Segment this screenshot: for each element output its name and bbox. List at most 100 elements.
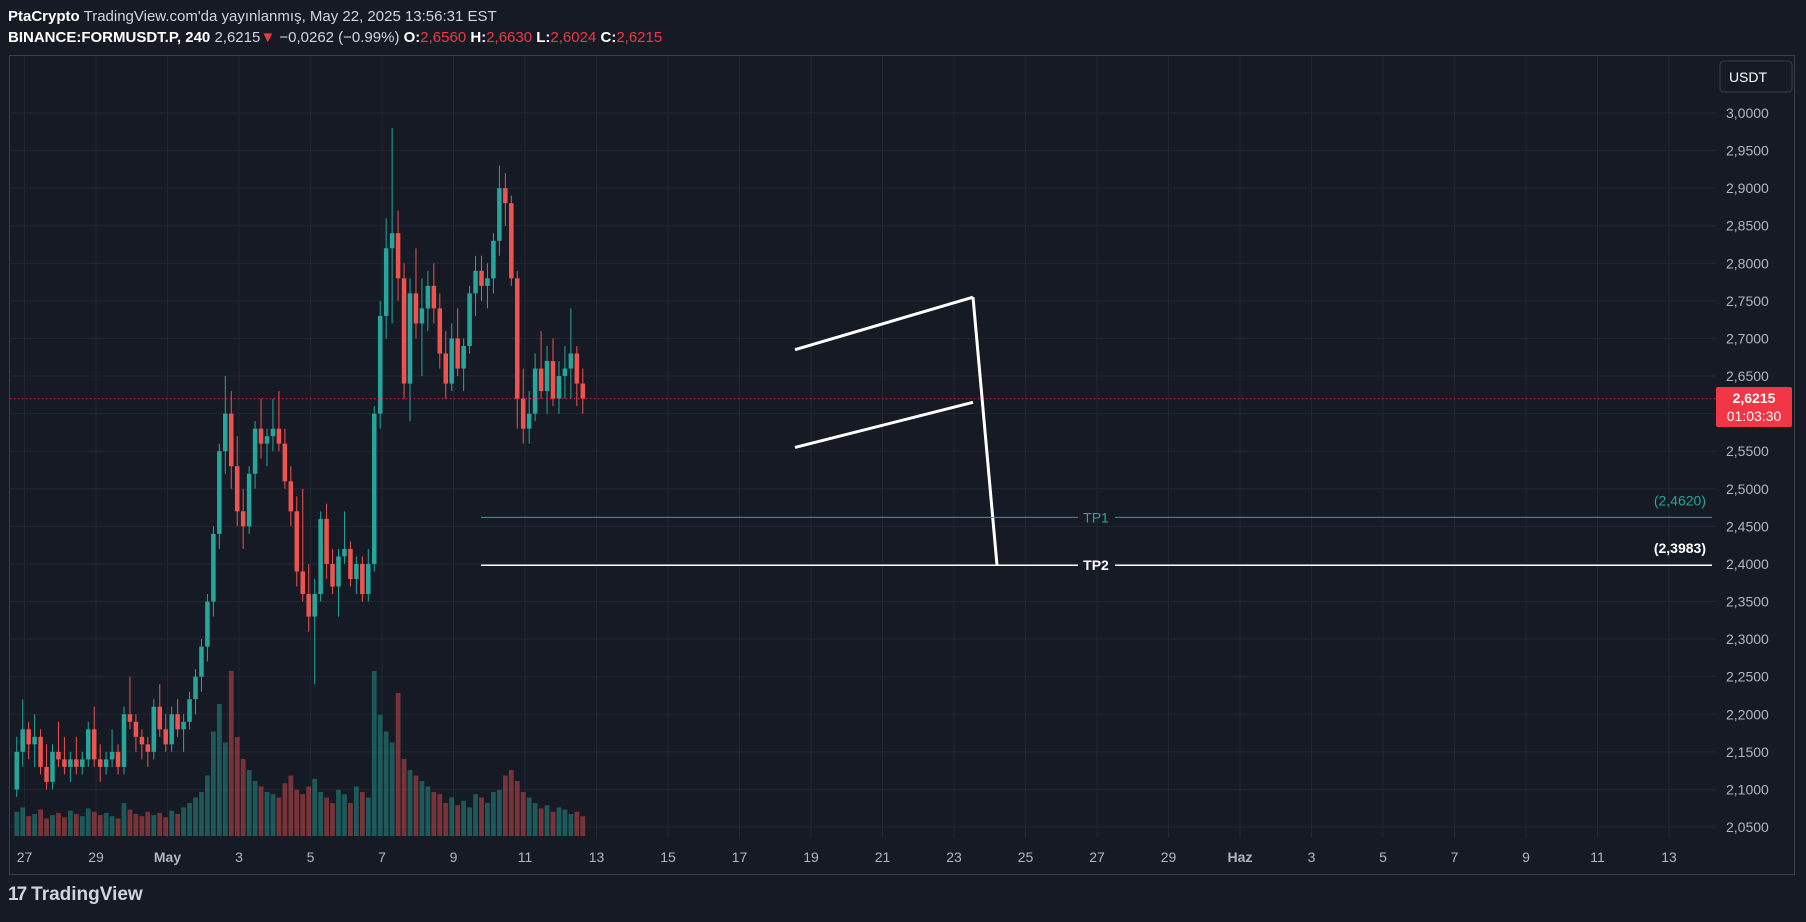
volume-bar	[276, 797, 282, 836]
time-tick-label: 5	[307, 849, 315, 865]
volume-bar	[252, 781, 258, 836]
price-tick-label: 2,3500	[1726, 594, 1769, 610]
time-tick-label: 13	[589, 849, 605, 865]
candle-body	[568, 353, 574, 369]
currency-label[interactable]: USDT	[1729, 69, 1768, 85]
volume-bar	[26, 816, 32, 836]
candle-body	[419, 308, 425, 324]
volume-bar	[425, 786, 431, 836]
tp1-label: TP1	[1083, 509, 1109, 525]
candle-body	[163, 729, 168, 745]
candle-body	[306, 594, 311, 617]
volume-bar	[44, 818, 49, 836]
candle-body	[461, 345, 466, 369]
volume-bar	[491, 792, 496, 836]
time-axis[interactable]: 27 29 May 3 5 7 9 11 13 15 17 19 21 23 25 27 29 Haz 3 5 7 9 11…	[17, 849, 1677, 865]
candle-body	[44, 766, 49, 782]
price-axis[interactable]: 3,0000 2,9500 2,9000 2,8500 2,8000 2,7500 2,70…	[1726, 105, 1769, 835]
volume-bar	[556, 807, 562, 836]
volume-bar	[20, 807, 26, 836]
candle-body	[181, 721, 186, 730]
channel-upper-line	[794, 295, 974, 352]
low-value: 2,6024	[550, 29, 597, 46]
volume-bar	[508, 770, 514, 836]
volume-bar	[413, 775, 419, 836]
price-tick-label: 2,8000	[1726, 255, 1769, 271]
volume-bar	[568, 814, 574, 836]
time-tick-label: 11	[518, 849, 533, 865]
volume-bar	[127, 809, 133, 836]
tradingview-logo[interactable]: 17 TradingView	[8, 884, 143, 906]
candle-body	[205, 601, 210, 647]
volume-bar	[538, 808, 544, 836]
symbol-name[interactable]: BINANCE:FORMUSDT.P, 240	[8, 29, 211, 46]
last-price: 2,6215	[214, 29, 261, 46]
volume-bar	[306, 786, 312, 836]
volume-bar	[91, 811, 97, 836]
volume-bar	[246, 770, 252, 836]
time-tick-label: 9	[450, 849, 458, 865]
currency-button[interactable]	[1719, 60, 1793, 93]
volume-bar	[407, 770, 413, 836]
price-tick-label: 2,4500	[1726, 518, 1769, 534]
candle-body	[330, 563, 335, 587]
candle-body	[258, 428, 264, 444]
candle-body	[562, 368, 568, 377]
candle-body	[550, 361, 556, 399]
volume-bar	[32, 814, 38, 836]
candle-body	[50, 751, 55, 782]
volume-bar	[318, 792, 324, 836]
price-tick-label: 2,2000	[1726, 706, 1769, 722]
volume-bar	[216, 704, 222, 836]
candle-body	[449, 338, 454, 384]
volume-bar	[389, 742, 395, 836]
candle-body	[282, 443, 288, 482]
time-tick-label: 3	[235, 849, 243, 865]
open-value: 2,6560	[420, 29, 467, 46]
publish-meta: TradingView.com'da yayınlanmış, May 22, …	[83, 8, 497, 25]
candle-body	[377, 315, 383, 414]
author-name: PtaCrypto	[8, 8, 80, 25]
volume-bar	[139, 816, 145, 836]
candle-body	[223, 413, 228, 452]
price-tag-countdown: 01:03:30	[1727, 408, 1782, 424]
volume-bar	[574, 811, 580, 836]
candle-body	[467, 293, 472, 346]
candle-body	[437, 308, 443, 354]
volume-bar	[485, 803, 490, 836]
candle-body	[288, 481, 294, 512]
candle-body	[366, 563, 371, 595]
volume-bar	[288, 775, 294, 836]
candle-body	[336, 556, 341, 587]
volume-bar	[461, 800, 467, 836]
volume-bar	[228, 671, 234, 836]
candle-body	[169, 714, 174, 745]
candle-body	[455, 338, 460, 369]
tv-logo-icon: 17	[8, 884, 27, 905]
publish-info: PtaCrypto TradingView.com'da yayınlanmış…	[8, 8, 497, 25]
tp1-value: (2,4620)	[1654, 492, 1706, 508]
volume-bar	[365, 797, 371, 836]
volume-bar	[145, 811, 151, 836]
candle-body	[139, 736, 145, 745]
volume-bar	[157, 812, 163, 836]
time-tick-label: 29	[1161, 849, 1177, 865]
symbol-legend: BINANCE:FORMUSDT.P, 240 2,6215▼ −0,0262 …	[8, 29, 662, 46]
volume-bar	[234, 737, 240, 836]
projection-line	[971, 297, 999, 566]
volume-bar	[514, 781, 520, 836]
price-tick-label: 2,2500	[1726, 669, 1769, 685]
time-tick-label: 7	[1451, 849, 1459, 865]
time-tick-label: 19	[803, 849, 819, 865]
volume-bar	[264, 792, 270, 836]
candle-body	[62, 759, 67, 767]
candle-body	[526, 413, 532, 429]
candle-body	[312, 594, 317, 617]
volume-bar	[151, 815, 157, 836]
candle-body	[514, 278, 520, 399]
volume-bar	[163, 817, 169, 836]
drawings[interactable]: TP1 (2,4620) TP2 (2,3983)	[10, 295, 1716, 573]
close-value: 2,6215	[616, 29, 663, 46]
candle-body	[175, 714, 180, 730]
